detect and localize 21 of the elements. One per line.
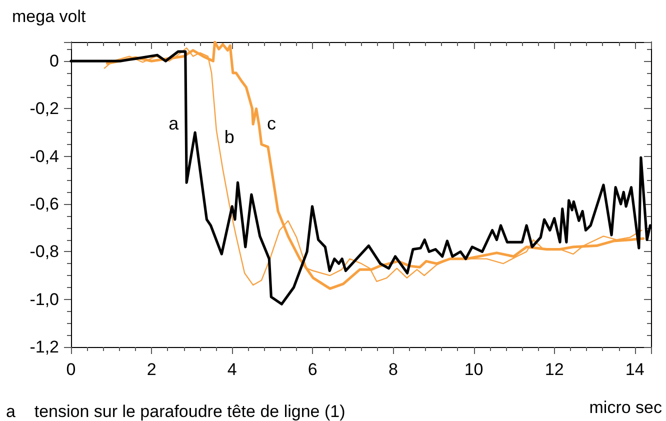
x-tick-label: 4 (227, 360, 237, 379)
series-label: a (168, 114, 180, 134)
x-tick-label: 14 (625, 360, 644, 379)
text: a tension sur le parafoudre tête de ligne (1) (6, 402, 346, 421)
y-tick-label: -0,2 (30, 99, 59, 118)
x-tick-label: 2 (146, 360, 156, 379)
y-tick-label: -0,6 (30, 194, 59, 214)
y-tick-label: -0,8 (30, 242, 59, 262)
x-tick-label: 10 (464, 360, 484, 379)
x-tick-label: 6 (308, 360, 318, 379)
series-label: c (267, 113, 276, 134)
y-tick-label: -1,2 (30, 338, 59, 356)
y-axis-title: mega volt (12, 7, 86, 26)
y-tick-label: 0 (50, 52, 59, 71)
x-tick-label: 12 (544, 360, 564, 379)
x-tick-label: 8 (388, 360, 398, 379)
y-tick-label: -0,4 (30, 146, 59, 166)
y-tick-label: -1,0 (30, 290, 59, 309)
x-axis-title: micro sec (589, 398, 662, 417)
x-tick-label: 0 (66, 360, 76, 379)
series-label: b (224, 127, 234, 148)
